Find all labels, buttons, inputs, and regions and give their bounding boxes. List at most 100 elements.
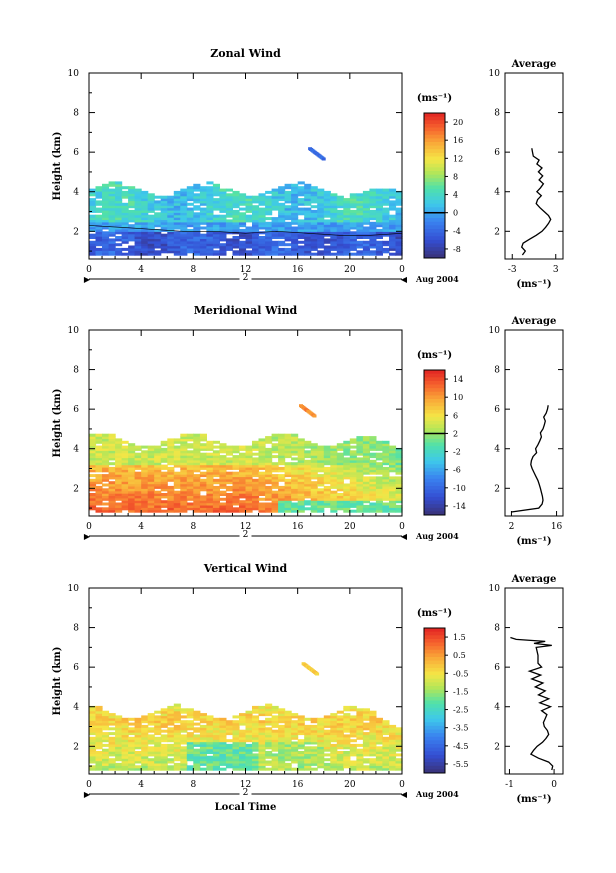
- heatmap-cell: [284, 488, 292, 492]
- heatmap-cell: [225, 462, 233, 466]
- heatmap-cell: [297, 212, 305, 216]
- heatmap-cell: [95, 219, 103, 223]
- heatmap-cell: [89, 481, 97, 485]
- y-tick-label: 6: [73, 148, 79, 158]
- heatmap-cell: [310, 495, 318, 499]
- heatmap-cell: [356, 195, 364, 199]
- heatmap-cell: [245, 488, 253, 492]
- heatmap-cell: [284, 224, 292, 228]
- heatmap-cell: [395, 190, 403, 194]
- heatmap-cell: [304, 240, 312, 244]
- heatmap-cell: [336, 471, 344, 475]
- heatmap-cell: [108, 238, 116, 242]
- heatmap-cell: [291, 767, 299, 771]
- heatmap-cell: [245, 485, 253, 489]
- heatmap-cell: [225, 493, 233, 496]
- heatmap-cell: [160, 219, 168, 223]
- heatmap-cell: [193, 507, 201, 511]
- heatmap-cell: [95, 438, 103, 442]
- heatmap-cell: [395, 450, 403, 454]
- heatmap-cell: [265, 762, 273, 766]
- heatmap-cell: [219, 483, 227, 487]
- heatmap-cell: [193, 452, 201, 456]
- heatmap-cell: [304, 732, 312, 736]
- heatmap-cell: [134, 466, 142, 470]
- heatmap-cell: [369, 732, 377, 736]
- heatmap-cell: [89, 190, 97, 194]
- heatmap-cell: [284, 462, 292, 466]
- heatmap-cell: [193, 186, 201, 190]
- heatmap-cell: [167, 509, 175, 513]
- heatmap-cell: [258, 471, 266, 475]
- heatmap-cell: [102, 238, 110, 242]
- heatmap-cell: [173, 221, 181, 225]
- heatmap-cell: [310, 195, 318, 199]
- heatmap-cell: [232, 243, 240, 247]
- heatmap-cell: [375, 734, 383, 738]
- heatmap-cell: [199, 729, 207, 733]
- heatmap-cell: [154, 228, 162, 232]
- heatmap-cell: [258, 502, 266, 506]
- heatmap-cell: [291, 452, 299, 456]
- heatmap-cell: [382, 462, 390, 466]
- heatmap-cell: [304, 760, 312, 764]
- heatmap-cell: [304, 727, 312, 731]
- heatmap-cell: [323, 207, 331, 211]
- heatmap-cell: [173, 195, 181, 199]
- heatmap-cell: [284, 236, 292, 239]
- heatmap-cell: [330, 743, 338, 747]
- heatmap-cell: [258, 736, 266, 740]
- heatmap-cell: [225, 509, 233, 513]
- colorbar-band: [424, 671, 445, 676]
- heatmap-cell: [304, 455, 312, 459]
- heatmap-cell: [382, 741, 390, 745]
- heatmap-cell: [199, 233, 207, 237]
- heatmap-cell: [330, 219, 338, 223]
- heatmap-cell: [317, 732, 325, 736]
- heatmap-cell: [375, 732, 383, 736]
- heatmap-cell: [369, 224, 377, 228]
- heatmap-cell: [108, 748, 116, 752]
- heatmap-cell: [225, 762, 233, 766]
- heatmap-cell: [206, 746, 214, 750]
- heatmap-cell: [206, 217, 214, 221]
- heatmap-cell: [239, 722, 247, 726]
- heatmap-cell: [186, 433, 194, 437]
- heatmap-cell: [180, 466, 188, 470]
- heatmap-cell: [336, 746, 344, 750]
- heatmap-cell: [395, 500, 403, 504]
- heatmap-cell: [206, 443, 214, 447]
- heatmap-cell: [382, 469, 390, 473]
- average-x-tick-label: 16: [551, 522, 563, 532]
- heatmap-cell: [369, 205, 377, 209]
- heatmap-cell: [141, 755, 149, 759]
- heatmap-cell: [115, 221, 123, 225]
- heatmap-cell: [310, 212, 318, 216]
- heatmap-cell: [258, 751, 266, 754]
- heatmap-cell: [310, 219, 318, 223]
- heatmap-cell: [330, 195, 338, 199]
- heatmap-cell: [356, 724, 364, 728]
- heatmap-cell: [271, 250, 279, 254]
- heatmap-cell: [271, 767, 279, 771]
- colorbar-band: [424, 631, 445, 636]
- heatmap-cell: [317, 748, 325, 752]
- heatmap-cell: [271, 247, 279, 251]
- heatmap-cell: [343, 205, 351, 209]
- heatmap-cell: [95, 708, 103, 712]
- heatmap-cell: [297, 767, 305, 771]
- heatmap-cell: [128, 202, 136, 206]
- heatmap-cell: [265, 734, 273, 738]
- heatmap-cell: [160, 464, 168, 468]
- heatmap-cell: [167, 729, 175, 733]
- heatmap-cell: [199, 190, 207, 194]
- heatmap-cell: [199, 214, 207, 218]
- heatmap-cell: [212, 219, 220, 223]
- heatmap-cell: [212, 488, 220, 492]
- heatmap-cell: [160, 240, 168, 244]
- x-tick-label: 8: [190, 265, 196, 275]
- heatmap-cell: [89, 751, 97, 754]
- colorbar-band: [424, 239, 445, 244]
- heatmap-cell: [310, 739, 318, 743]
